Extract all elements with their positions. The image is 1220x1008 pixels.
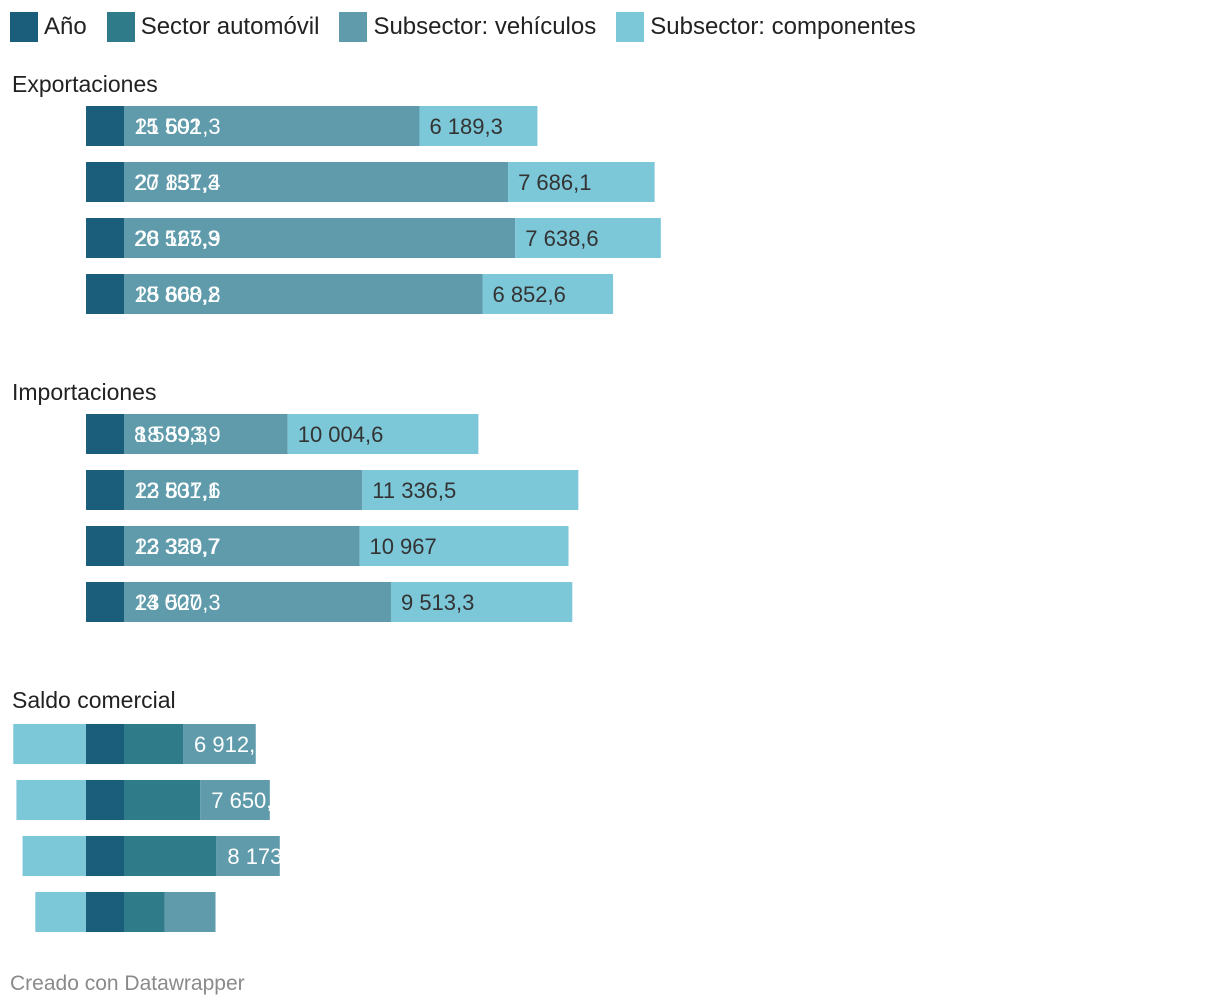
bar-segment-componentes [35, 892, 86, 932]
bar-segment-vehiculos [124, 526, 360, 566]
group-title: Saldo comercial [12, 687, 176, 713]
bar-value-label: 10 004,6 [298, 422, 384, 447]
bar-segment-vehiculos [216, 836, 280, 876]
bar-segment-vehiculos [124, 470, 363, 510]
legend-label: Subsector: vehículos [373, 13, 597, 40]
bar-segment-vehiculos [124, 162, 509, 202]
chart-legend: Año Sector automóvil Subsector: vehículos S… [10, 12, 936, 42]
bar-value-label: 11 336,5 [372, 478, 456, 503]
bar-value-label: 6 912,7 [194, 732, 267, 757]
bar-segment-componentes [362, 470, 579, 510]
bar-segment-componentes [419, 106, 538, 146]
bar-segment-componentes [13, 724, 87, 764]
bar-segment-year [86, 162, 124, 202]
bar-segment-vehiculos [124, 218, 516, 258]
bar-segment-componentes [515, 218, 661, 258]
legend-item: Año [10, 12, 87, 42]
group-title: Importaciones [12, 379, 156, 405]
bar-segment-componentes [482, 274, 614, 314]
bar-segment-year [86, 106, 124, 146]
bar-segment-year [86, 724, 124, 764]
legend-swatch [339, 12, 368, 42]
bar-segment-sector [124, 724, 184, 764]
bar-value-label: 27 837,4 [135, 170, 221, 195]
bar-segment-sector [124, 836, 217, 876]
legend-label: Año [44, 13, 87, 40]
bar-segment-vehiculos [124, 582, 391, 622]
bar-value-label: 7 638,6 [525, 226, 598, 251]
bar-value-label: 7 686,1 [518, 170, 591, 195]
legend-label: Subsector: componentes [650, 13, 916, 40]
legend-item: Sector automóvil [106, 12, 320, 42]
bar-value-label: 12 501,1 [134, 478, 220, 503]
bar-segment-year [86, 274, 124, 314]
bar-segment-vehiculos [183, 724, 256, 764]
bar-value-label: 14 007 [134, 590, 201, 615]
bar-value-label: 20 151,3 [134, 170, 220, 195]
bar-value-label: 12 353,7 [134, 534, 220, 559]
legend-swatch [616, 12, 645, 42]
bar-value-label: 20 527,3 [134, 226, 220, 251]
bar-segment-vehiculos [164, 892, 216, 932]
bar-segment-componentes [287, 414, 479, 454]
bar-value-label: 9 513,3 [401, 590, 474, 615]
bar-value-label: 6 852,6 [492, 282, 565, 307]
bar-segment-vehiculos [124, 414, 288, 454]
bar-segment-year [86, 892, 124, 932]
bar-value-label: 8 589,3 [134, 422, 207, 447]
legend-label: Sector automóvil [140, 13, 320, 40]
bar-value-label: 23 320,7 [135, 534, 221, 559]
bar-segment-year [86, 836, 124, 876]
bar-segment-vehiculos [200, 780, 270, 820]
legend-item: Subsector: vehículos [339, 12, 596, 42]
bar-value-label: 15 502 [134, 114, 201, 139]
bar-value-label: 28 165,9 [135, 226, 221, 251]
bar-segment-componentes [22, 836, 86, 876]
legend-swatch [10, 12, 38, 42]
bar-segment-componentes [359, 526, 569, 566]
bar-segment-year [86, 526, 124, 566]
bar-segment-year [86, 414, 124, 454]
bar-segment-componentes [390, 582, 573, 622]
bar-segment-vehiculos [124, 274, 483, 314]
bar-segment-year [86, 218, 124, 258]
credit-footer: Creado con Datawrapper [10, 972, 245, 995]
bar-value-label: 10 967 [369, 534, 436, 559]
bar-segment-componentes [508, 162, 655, 202]
bar-segment-sector [124, 780, 201, 820]
bar-value-label: 25 660,8 [135, 282, 221, 307]
bar-value-label: 23 520,3 [135, 590, 221, 615]
legend-item: Subsector: componentes [616, 12, 916, 42]
bar-segment-year [86, 582, 124, 622]
bar-value-label: 18 808,2 [134, 282, 220, 307]
bar-value-label: 23 837,6 [135, 478, 221, 503]
bar-segment-year [86, 780, 124, 820]
bar-value-label: 6 189,3 [429, 114, 502, 139]
bar-segment-vehiculos [124, 106, 420, 146]
legend-swatch [106, 12, 135, 42]
bar-value-label: 7 650,2 [211, 788, 284, 813]
bar-segment-sector [124, 892, 165, 932]
bar-segment-year [86, 470, 124, 510]
bar-segment-componentes [16, 780, 86, 820]
group-title: Exportaciones [12, 71, 158, 97]
bar-value-label: 8 173,6 [227, 844, 300, 869]
bar-value-label: 21 691,3 [135, 114, 221, 139]
bar-value-label: 18 593,9 [135, 422, 221, 447]
